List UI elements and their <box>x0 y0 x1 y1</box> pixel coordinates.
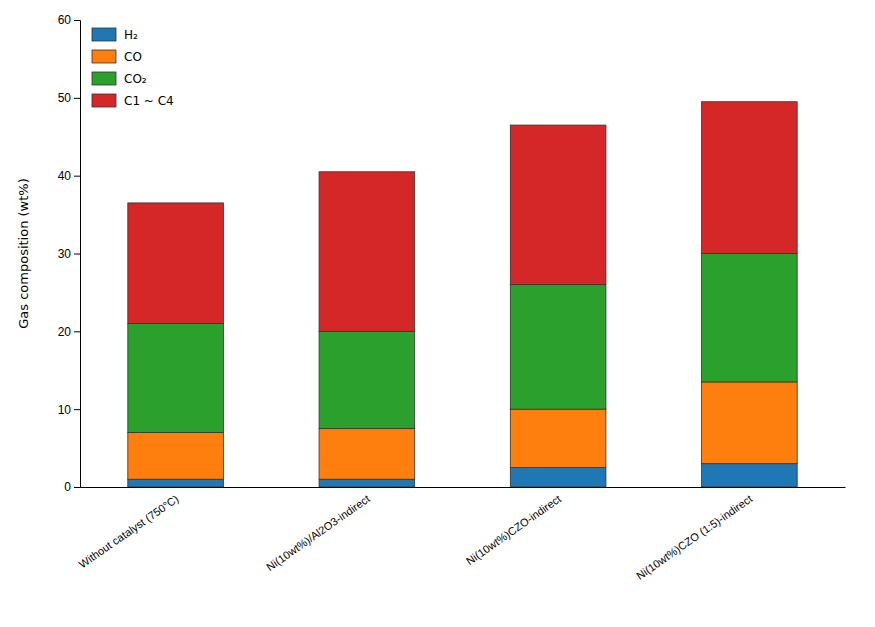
bar-segment <box>702 464 798 487</box>
x-tick: Ni(10wt%)CZO (1:5)-indirect <box>634 487 755 582</box>
y-tick: 10 <box>58 403 80 417</box>
legend-item: C1 ~ C4 <box>92 94 174 108</box>
x-tick: Ni(10wt%)CZO-indirect <box>464 487 564 567</box>
bar-segment <box>319 429 415 480</box>
bar-series <box>128 464 797 487</box>
y-tick-mark <box>74 176 80 177</box>
y-tick-label: 0 <box>64 480 71 494</box>
bar-segment <box>702 102 798 254</box>
legend-label: H₂ <box>124 28 138 42</box>
y-axis: 0 10 20 30 40 50 60 <box>58 13 81 494</box>
y-tick-label: 30 <box>58 247 72 261</box>
legend-item: CO <box>92 50 142 64</box>
bar-segment <box>319 479 415 487</box>
bar-segment <box>128 433 224 480</box>
bar-segment <box>510 409 606 467</box>
legend-swatch <box>92 50 116 63</box>
bar-series <box>128 102 797 332</box>
legend-item: H₂ <box>92 28 138 42</box>
y-tick: 30 <box>58 247 80 261</box>
y-tick-label: 60 <box>58 13 72 27</box>
y-tick-label: 20 <box>58 325 72 339</box>
legend-label: CO₂ <box>124 72 147 86</box>
bar-segment <box>510 125 606 285</box>
y-tick-mark <box>74 254 80 255</box>
x-tick-label: Ni(10wt%)CZO-indirect <box>464 492 564 567</box>
x-tick: Without catalyst (750°C) <box>77 487 181 570</box>
y-tick-mark <box>74 98 80 99</box>
legend-label: CO <box>124 50 142 64</box>
chart: 0 10 20 30 40 50 60 Without catalyst (750°C) Ni(… <box>0 0 875 627</box>
y-axis-line <box>74 21 81 488</box>
y-tick-label: 40 <box>58 169 72 183</box>
legend-swatch <box>92 94 116 107</box>
plot: 0 10 20 30 40 50 60 Without catalyst (750°C) Ni(… <box>16 13 846 581</box>
y-tick-mark <box>74 409 80 410</box>
y-tick: 40 <box>58 169 80 183</box>
y-tick-label: 50 <box>58 91 72 105</box>
x-tick-label: Ni(10wt%)CZO (1:5)-indirect <box>634 492 755 581</box>
y-tick: 50 <box>58 91 80 105</box>
x-axis-line <box>81 487 846 488</box>
bar-segment <box>128 324 224 433</box>
legend-label: C1 ~ C4 <box>124 94 174 108</box>
legend-swatch <box>92 72 116 85</box>
y-tick: 0 <box>64 480 80 494</box>
bar-segment <box>702 254 798 382</box>
bar-segment <box>510 468 606 487</box>
y-tick-mark <box>74 487 80 488</box>
legend-swatch <box>92 28 116 41</box>
legend-item: CO₂ <box>92 72 147 86</box>
x-tick: Ni(10wt%)/Al2O3-indirect <box>264 487 372 573</box>
bar-segment <box>128 203 224 324</box>
bar-segment <box>128 479 224 487</box>
y-tick: 20 <box>58 325 80 339</box>
bar-segment <box>510 285 606 410</box>
bar-series <box>128 382 797 479</box>
y-tick-mark <box>74 331 80 332</box>
y-tick-label: 10 <box>58 403 72 417</box>
x-tick-label: Ni(10wt%)/Al2O3-indirect <box>264 492 372 573</box>
bar-segment <box>319 331 415 428</box>
legend: H₂ CO CO₂ C1 ~ C4 <box>92 28 174 108</box>
bars <box>128 102 797 487</box>
bar-series <box>128 254 797 433</box>
bar-segment <box>319 172 415 332</box>
y-tick-mark <box>74 20 80 21</box>
x-axis: Without catalyst (750°C) Ni(10wt%)/Al2O3-… <box>77 487 846 582</box>
y-axis-title: Gas composition (wt%) <box>16 178 31 329</box>
bar-segment <box>702 382 798 464</box>
x-tick-label: Without catalyst (750°C) <box>77 492 181 570</box>
y-tick: 60 <box>58 13 80 27</box>
